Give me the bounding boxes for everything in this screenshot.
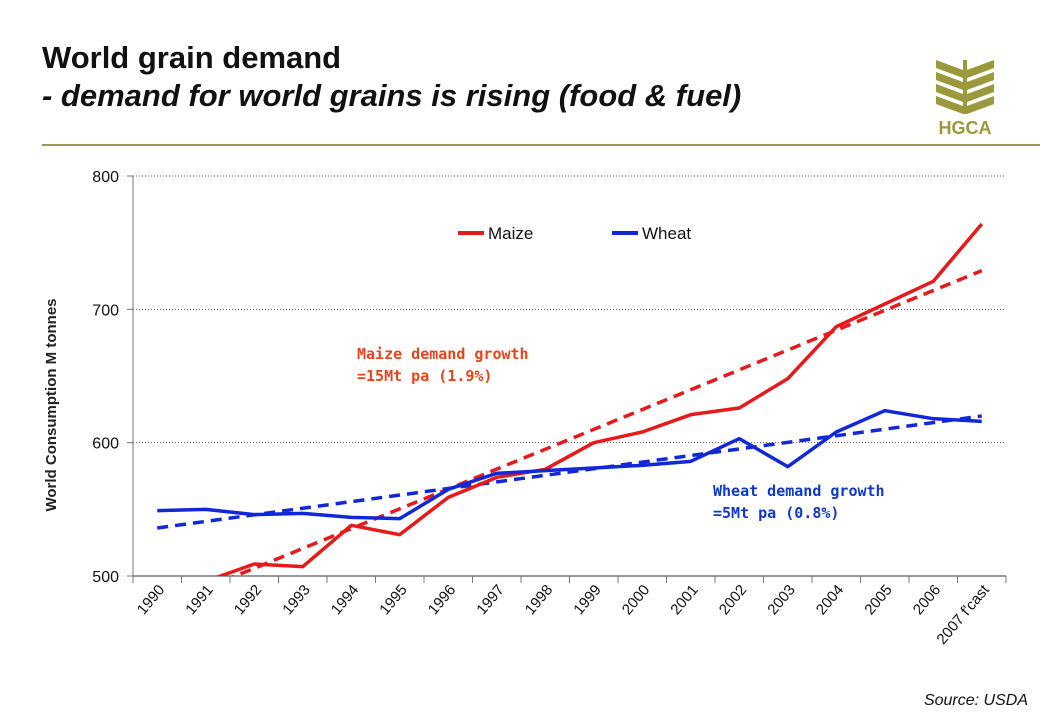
x-tick-label: 2000 [619,582,653,618]
legend-label-maize: Maize [488,224,533,243]
x-tick-label: 1990 [134,582,168,618]
hgca-logo: HGCA [936,60,994,138]
annotation-line: Wheat demand growth [713,482,885,500]
x-tick-label: 1991 [182,582,216,618]
x-tick-label: 1996 [425,582,459,618]
annotation-maize: Maize demand growth =15Mt pa (1.9%) [357,345,529,385]
x-tick-label: 1994 [328,582,362,618]
wheat-leaf-icon [936,60,994,114]
x-tick-label: 2005 [861,582,895,618]
annotation-line: =15Mt pa (1.9%) [357,367,492,385]
y-axis-label: World Consumption M tonnes [43,298,60,511]
legend-label-wheat: Wheat [642,224,691,243]
x-axis-ticks: 1990 1991 1992 1993 1994 1995 1996 1997 1998 1999… [132,576,1007,648]
logo-leaf-right [967,84,994,102]
x-tick-label: 2003 [764,582,798,618]
y-axis-ticks: 500 600 700 800 [92,169,119,586]
series-line-maize [215,222,984,576]
x-tick-label: 1993 [279,582,313,618]
logo-leaf-left [936,84,963,102]
legend: Maize Wheat [458,224,691,243]
logo-leaf-right [967,96,994,114]
logo-leaf-left [936,72,963,90]
y-tick-label: 500 [92,569,119,586]
x-tick-label: 1999 [570,582,604,618]
x-tick-label: 1998 [522,582,556,618]
logo-leaf-right [967,72,994,90]
x-tick-label: 2006 [910,582,944,618]
logo-leaf-left [936,96,963,114]
x-tick-label: 2004 [813,582,847,618]
trendline-maize [230,269,983,576]
logo-stem [963,60,967,114]
x-tick-label: 2002 [716,582,750,618]
y-tick-label: 700 [92,302,119,319]
series-line-wheat [157,408,982,521]
x-tick-label: 2001 [667,582,701,618]
page-subtitle: - demand for world grains is rising (foo… [42,78,742,113]
y-tick-label: 800 [92,169,119,186]
x-tick-label: 1997 [473,582,507,618]
title-divider [42,144,1040,146]
trendline-wheat [157,414,982,530]
x-tick-label: 1995 [376,582,410,618]
trendlines [157,269,983,576]
logo-text: HGCA [939,118,992,138]
page-title: World grain demand [42,40,342,75]
annotation-line: Maize demand growth [357,345,529,363]
x-tick-label: 1992 [231,582,265,618]
annotations: Maize demand growth =15Mt pa (1.9%) Wheat … [357,345,885,522]
annotation-wheat: Wheat demand growth =5Mt pa (0.8%) [713,482,885,522]
annotation-line: =5Mt pa (0.8%) [713,504,839,522]
logo-leaf-right [967,60,994,78]
source-note: Source: USDA [923,692,1028,709]
logo-leaf-left [936,60,963,78]
series-lines [157,222,984,576]
y-tick-label: 600 [92,436,119,453]
